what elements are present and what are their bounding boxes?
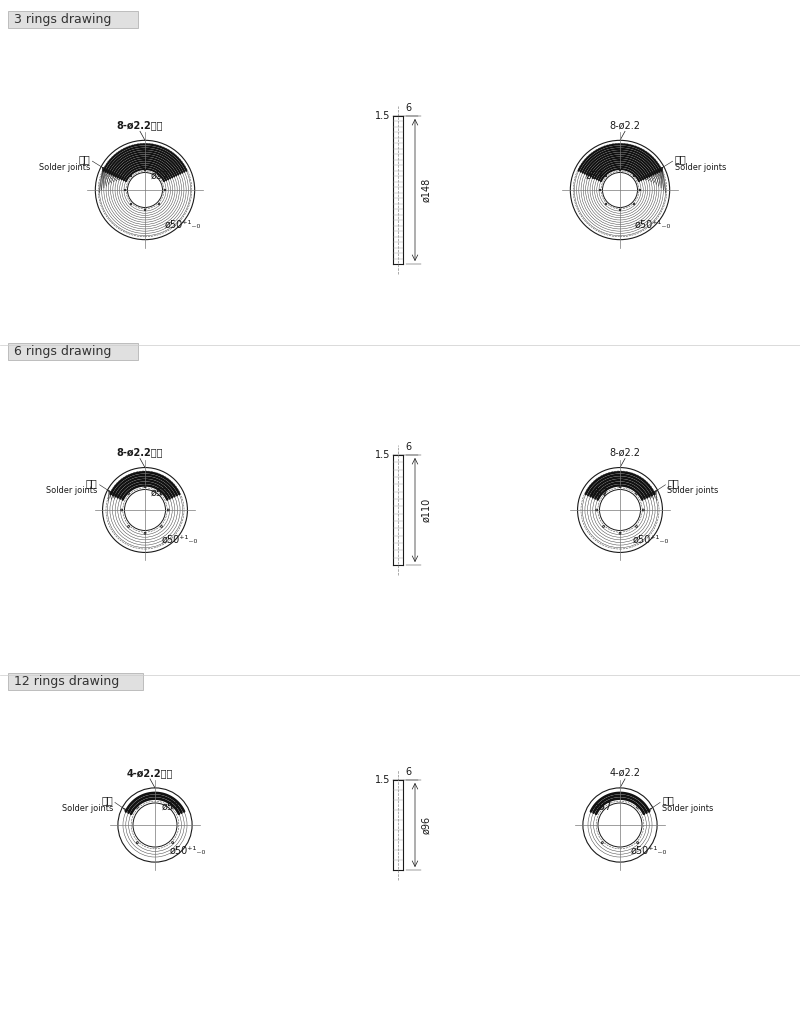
Text: 4-ø2.2: 4-ø2.2 bbox=[610, 768, 641, 778]
Text: 8-ø2.2均布: 8-ø2.2均布 bbox=[117, 447, 163, 458]
Text: 8-ø2.2均布: 8-ø2.2均布 bbox=[117, 120, 163, 130]
Text: 4-ø2.2均布: 4-ø2.2均布 bbox=[127, 768, 173, 778]
Text: Solder joints: Solder joints bbox=[46, 486, 98, 495]
Text: ø50⁺¹₋₀: ø50⁺¹₋₀ bbox=[631, 846, 667, 855]
Text: 焊点: 焊点 bbox=[662, 796, 674, 805]
Text: ø148: ø148 bbox=[421, 178, 431, 202]
Text: ø57: ø57 bbox=[590, 488, 609, 498]
Text: ø50⁺¹₋₀: ø50⁺¹₋₀ bbox=[633, 534, 669, 544]
Text: Solder joints: Solder joints bbox=[674, 163, 726, 172]
Bar bbox=[8, 343, 138, 360]
Text: ø96: ø96 bbox=[421, 816, 431, 834]
Text: 6: 6 bbox=[405, 103, 411, 113]
Text: 焊点: 焊点 bbox=[674, 155, 686, 165]
Text: 3 rings drawing: 3 rings drawing bbox=[14, 13, 111, 26]
Bar bbox=[8, 11, 138, 28]
Text: ø50⁺¹₋₀: ø50⁺¹₋₀ bbox=[165, 220, 202, 229]
Text: ø57: ø57 bbox=[150, 171, 169, 181]
Text: 6: 6 bbox=[405, 767, 411, 777]
Text: Solder joints: Solder joints bbox=[62, 804, 113, 813]
Text: Solder joints: Solder joints bbox=[667, 486, 718, 495]
Text: 12 rings drawing: 12 rings drawing bbox=[14, 675, 119, 688]
Text: 8-ø2.2: 8-ø2.2 bbox=[610, 447, 641, 458]
Text: ø57: ø57 bbox=[594, 802, 613, 811]
Text: 焊点: 焊点 bbox=[86, 478, 98, 488]
Text: 1.5: 1.5 bbox=[374, 450, 390, 460]
Text: ø50⁺¹₋₀: ø50⁺¹₋₀ bbox=[635, 220, 671, 229]
Text: 1.5: 1.5 bbox=[374, 111, 390, 121]
Text: ø50⁺¹₋₀: ø50⁺¹₋₀ bbox=[170, 846, 206, 855]
Text: ø57: ø57 bbox=[586, 171, 604, 181]
Text: 1.5: 1.5 bbox=[374, 775, 390, 785]
Text: ø57: ø57 bbox=[151, 488, 170, 498]
Text: 6 rings drawing: 6 rings drawing bbox=[14, 345, 111, 358]
Text: 焊点: 焊点 bbox=[78, 155, 90, 165]
Text: 焊点: 焊点 bbox=[667, 478, 679, 488]
Text: 6: 6 bbox=[405, 442, 411, 452]
Text: ø57: ø57 bbox=[162, 802, 180, 811]
Text: Solder joints: Solder joints bbox=[39, 163, 90, 172]
Text: 焊点: 焊点 bbox=[101, 796, 113, 805]
Text: ø50⁺¹₋₀: ø50⁺¹₋₀ bbox=[162, 534, 198, 544]
Text: Solder joints: Solder joints bbox=[662, 804, 714, 813]
Text: ø110: ø110 bbox=[421, 498, 431, 522]
Text: 8-ø2.2: 8-ø2.2 bbox=[610, 120, 641, 130]
Bar bbox=[8, 673, 143, 690]
